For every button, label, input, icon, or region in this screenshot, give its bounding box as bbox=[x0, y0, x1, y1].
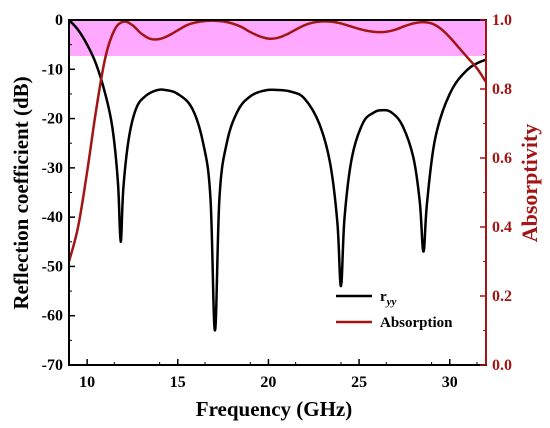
x-tick-label: 10 bbox=[79, 374, 95, 391]
legend-label-ryy: ryy bbox=[380, 289, 397, 308]
plot-frame bbox=[68, 19, 487, 366]
y-tick-label: -10 bbox=[42, 61, 63, 78]
x-axis-title: Frequency (GHz) bbox=[196, 397, 353, 421]
legend-label-absorption: Absorption bbox=[380, 315, 453, 331]
y-tick-label: -60 bbox=[42, 308, 63, 325]
y2-tick-label: 0.2 bbox=[492, 288, 512, 305]
series-line-ryy bbox=[69, 20, 486, 332]
x-tick-label: 15 bbox=[170, 374, 186, 391]
y-tick-label: -40 bbox=[42, 209, 63, 226]
y-tick-label: -30 bbox=[42, 160, 63, 177]
x-tick-label: 25 bbox=[351, 374, 367, 391]
y2-tick-label: 0.0 bbox=[492, 357, 512, 374]
y2-axis-title: Absorptivity bbox=[517, 124, 542, 243]
y-tick-label: -70 bbox=[42, 357, 63, 374]
legend: ryy Absorption bbox=[336, 289, 453, 331]
x-tick-label: 20 bbox=[260, 374, 276, 391]
y2-tick-label: 0.8 bbox=[492, 81, 512, 98]
y-tick-label: 0 bbox=[55, 12, 63, 29]
y-tick-label: -20 bbox=[42, 111, 63, 128]
x-tick-label: 30 bbox=[442, 374, 458, 391]
y2-tick-label: 0.4 bbox=[492, 219, 512, 236]
y2-tick-label: 1.0 bbox=[492, 12, 512, 29]
y-axis-title: Reflection coefficient (dB) bbox=[9, 76, 33, 309]
y2-tick-label: 0.6 bbox=[492, 150, 512, 167]
legend-label-ryy-main: r bbox=[380, 289, 387, 305]
series-line-absorption bbox=[69, 20, 486, 262]
y-tick-label: -50 bbox=[42, 258, 63, 275]
legend-label-ryy-sub: yy bbox=[385, 296, 397, 308]
